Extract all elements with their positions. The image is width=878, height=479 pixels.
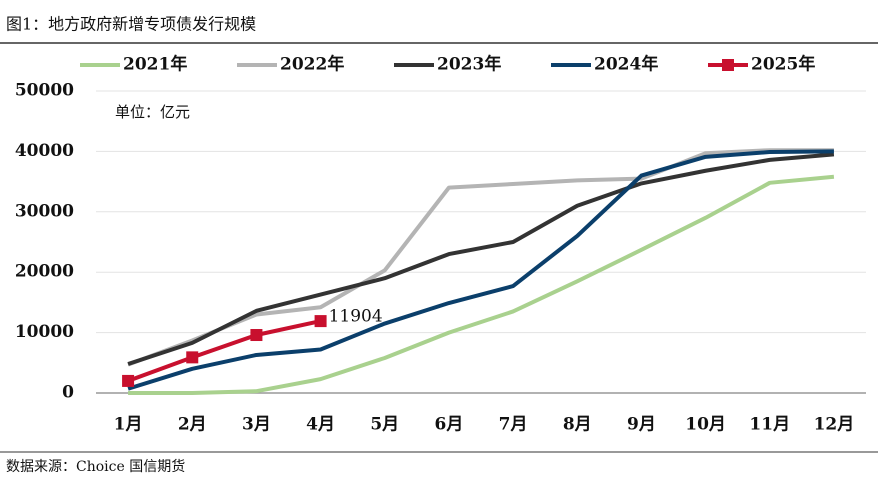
y-tick-label: 20000 [15, 262, 74, 282]
source: 数据来源：Choice 国信期货 [6, 458, 185, 475]
x-tick-label: 9月 [627, 415, 656, 435]
x-tick-label: 7月 [499, 415, 528, 435]
series-line [127, 319, 322, 383]
series-line [127, 148, 834, 367]
marker [186, 351, 199, 364]
y-tick-label: 0 [62, 383, 74, 403]
x-tick-label: 4月 [306, 415, 335, 435]
x-tick-label: 1月 [114, 415, 143, 435]
legend-label: 2025年 [751, 54, 815, 75]
marker [122, 374, 135, 387]
legend-marker [722, 59, 734, 71]
x-tick-label: 3月 [242, 415, 271, 435]
series-line [127, 152, 835, 366]
x-tick-label: 11月 [749, 415, 790, 435]
y-tick-label: 40000 [15, 141, 74, 161]
x-tick-label: 10月 [685, 415, 726, 435]
x-tick-label: 6月 [434, 415, 463, 435]
data-label: 11904 [329, 307, 383, 327]
marker [250, 329, 263, 342]
unit-annotation: 单位：亿元 [115, 103, 190, 121]
legend-label: 2021年 [123, 54, 187, 75]
legend-label: 2023年 [437, 54, 501, 75]
legend-label: 2022年 [280, 54, 344, 75]
x-tick-label: 12月 [814, 415, 855, 435]
y-tick-label: 10000 [15, 322, 74, 342]
x-tick-label: 8月 [563, 415, 592, 435]
x-tick-label: 2月 [178, 415, 207, 435]
series-line [128, 174, 835, 395]
y-tick-label: 50000 [15, 81, 74, 101]
x-tick-label: 5月 [370, 415, 399, 435]
y-tick-label: 30000 [15, 201, 74, 221]
series-line [127, 149, 834, 391]
chart-title: 图1：地方政府新增专项债发行规模 [6, 15, 256, 34]
legend-label: 2024年 [594, 54, 658, 75]
marker [314, 315, 327, 328]
